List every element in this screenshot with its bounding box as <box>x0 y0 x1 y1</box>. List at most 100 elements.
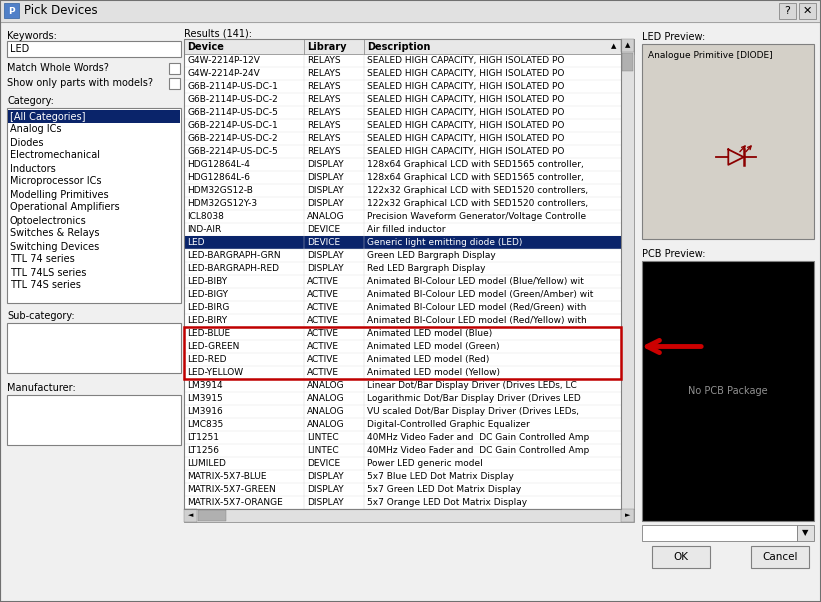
Text: MATRIX-5X7-ORANGE: MATRIX-5X7-ORANGE <box>187 498 282 507</box>
Text: Manufacturer:: Manufacturer: <box>7 383 76 393</box>
Text: Pick Devices: Pick Devices <box>24 4 98 17</box>
Text: G6B-2114P-US-DC-5: G6B-2114P-US-DC-5 <box>187 108 277 117</box>
Text: DISPLAY: DISPLAY <box>307 199 344 208</box>
Bar <box>184 54 621 509</box>
Text: Animated BI-Colour LED model (Blue/Yellow) wit: Animated BI-Colour LED model (Blue/Yello… <box>367 277 584 286</box>
Text: SEALED HIGH CAPACITY, HIGH ISOLATED PO: SEALED HIGH CAPACITY, HIGH ISOLATED PO <box>367 108 564 117</box>
Bar <box>184 39 634 54</box>
Text: Analog ICs: Analog ICs <box>10 125 62 134</box>
Bar <box>184 509 634 522</box>
Text: RELAYS: RELAYS <box>307 56 341 65</box>
Text: ANALOG: ANALOG <box>307 381 345 390</box>
Text: Animated LED model (Yellow): Animated LED model (Yellow) <box>367 368 500 377</box>
Text: ACTIVE: ACTIVE <box>307 329 339 338</box>
Text: RELAYS: RELAYS <box>307 108 341 117</box>
Text: Red LED Bargraph Display: Red LED Bargraph Display <box>367 264 485 273</box>
Text: RELAYS: RELAYS <box>307 147 341 156</box>
Text: SEALED HIGH CAPACITY, HIGH ISOLATED PO: SEALED HIGH CAPACITY, HIGH ISOLATED PO <box>367 82 564 91</box>
Text: Inductors: Inductors <box>10 164 56 173</box>
Text: Electromechanical: Electromechanical <box>10 150 100 161</box>
Text: 5x7 Green LED Dot Matrix Display: 5x7 Green LED Dot Matrix Display <box>367 485 521 494</box>
Text: HDM32GS12Y-3: HDM32GS12Y-3 <box>187 199 257 208</box>
Text: Switches & Relays: Switches & Relays <box>10 229 99 238</box>
Text: Animated BI-Colour LED model (Green/Amber) wit: Animated BI-Colour LED model (Green/Ambe… <box>367 290 594 299</box>
Bar <box>642 44 814 239</box>
Text: Digital-Controlled Graphic Equalizer: Digital-Controlled Graphic Equalizer <box>367 420 530 429</box>
Bar <box>779 3 796 19</box>
Bar <box>184 39 621 509</box>
Text: RELAYS: RELAYS <box>307 69 341 78</box>
Text: Green LED Bargraph Display: Green LED Bargraph Display <box>367 251 496 260</box>
Text: Modelling Primitives: Modelling Primitives <box>10 190 108 199</box>
Text: ►: ► <box>625 512 631 518</box>
Bar <box>621 39 634 52</box>
Bar <box>184 327 621 379</box>
Text: LINTEC: LINTEC <box>307 433 338 442</box>
Text: DEVICE: DEVICE <box>307 459 340 468</box>
Text: Animated LED model (Blue): Animated LED model (Blue) <box>367 329 493 338</box>
Bar <box>7 108 181 303</box>
Text: MATRIX-5X7-BLUE: MATRIX-5X7-BLUE <box>187 472 267 481</box>
Text: [All Categories]: [All Categories] <box>10 111 85 122</box>
Text: Animated LED model (Green): Animated LED model (Green) <box>367 342 500 351</box>
Text: SEALED HIGH CAPACITY, HIGH ISOLATED PO: SEALED HIGH CAPACITY, HIGH ISOLATED PO <box>367 147 564 156</box>
Text: Match Whole Words?: Match Whole Words? <box>7 63 109 73</box>
Text: G6B-2114P-US-DC-1: G6B-2114P-US-DC-1 <box>187 82 277 91</box>
Text: VU scaled Dot/Bar Display Driver (Drives LEDs,: VU scaled Dot/Bar Display Driver (Drives… <box>367 407 579 416</box>
Text: SEALED HIGH CAPACITY, HIGH ISOLATED PO: SEALED HIGH CAPACITY, HIGH ISOLATED PO <box>367 95 564 104</box>
Text: Library: Library <box>307 42 346 52</box>
Text: Cancel: Cancel <box>762 552 798 562</box>
Text: 40MHz Video Fader and  DC Gain Controlled Amp: 40MHz Video Fader and DC Gain Controlled… <box>367 446 589 455</box>
Text: OK: OK <box>673 552 689 562</box>
Bar <box>198 510 226 521</box>
Text: ACTIVE: ACTIVE <box>307 316 339 325</box>
Bar <box>7 41 181 57</box>
Text: 122x32 Graphical LCD with SED1520 controllers,: 122x32 Graphical LCD with SED1520 contro… <box>367 186 588 195</box>
Bar <box>751 546 809 568</box>
Bar <box>642 261 814 521</box>
Text: LED-RED: LED-RED <box>187 355 227 364</box>
Text: ▲: ▲ <box>612 43 617 49</box>
Text: LED-YELLOW: LED-YELLOW <box>187 368 243 377</box>
Text: Results (141):: Results (141): <box>184 28 252 38</box>
Text: DISPLAY: DISPLAY <box>307 485 344 494</box>
Text: Operational Amplifiers: Operational Amplifiers <box>10 202 120 213</box>
Text: ACTIVE: ACTIVE <box>307 303 339 312</box>
Bar <box>4 3 19 18</box>
Text: Optoelectronics: Optoelectronics <box>10 216 87 226</box>
Text: ◄: ◄ <box>188 512 193 518</box>
Bar <box>7 323 181 373</box>
Text: IND-AIR: IND-AIR <box>187 225 221 234</box>
Text: DISPLAY: DISPLAY <box>307 186 344 195</box>
Text: RELAYS: RELAYS <box>307 134 341 143</box>
Text: 40MHz Video Fader and  DC Gain Controlled Amp: 40MHz Video Fader and DC Gain Controlled… <box>367 433 589 442</box>
Text: G6B-2214P-US-DC-1: G6B-2214P-US-DC-1 <box>187 121 277 130</box>
Text: G6B-2114P-US-DC-2: G6B-2114P-US-DC-2 <box>187 95 277 104</box>
Text: PCB Preview:: PCB Preview: <box>642 249 705 259</box>
Text: SEALED HIGH CAPACITY, HIGH ISOLATED PO: SEALED HIGH CAPACITY, HIGH ISOLATED PO <box>367 56 564 65</box>
Text: LM3916: LM3916 <box>187 407 222 416</box>
Text: DISPLAY: DISPLAY <box>307 498 344 507</box>
Text: ACTIVE: ACTIVE <box>307 355 339 364</box>
Text: Animated LED model (Red): Animated LED model (Red) <box>367 355 489 364</box>
Text: ACTIVE: ACTIVE <box>307 277 339 286</box>
Bar <box>799 3 816 19</box>
Text: HDG12864L-6: HDG12864L-6 <box>187 173 250 182</box>
Text: DEVICE: DEVICE <box>307 225 340 234</box>
Text: ✕: ✕ <box>803 6 812 16</box>
Text: 5x7 Blue LED Dot Matrix Display: 5x7 Blue LED Dot Matrix Display <box>367 472 514 481</box>
Text: LED: LED <box>187 238 204 247</box>
Text: LED: LED <box>10 44 30 54</box>
Text: Air filled inductor: Air filled inductor <box>367 225 446 234</box>
Text: Category:: Category: <box>7 96 54 106</box>
Text: Precision Waveform Generator/Voltage Controlle: Precision Waveform Generator/Voltage Con… <box>367 212 586 221</box>
Bar <box>0 0 821 22</box>
Text: Switching Devices: Switching Devices <box>10 241 99 252</box>
Bar <box>184 236 621 249</box>
Text: Power LED generic model: Power LED generic model <box>367 459 483 468</box>
Bar <box>8 110 180 123</box>
Text: Analogue Primitive [DIODE]: Analogue Primitive [DIODE] <box>648 51 773 60</box>
Text: LUMILED: LUMILED <box>187 459 226 468</box>
Text: MATRIX-5X7-GREEN: MATRIX-5X7-GREEN <box>187 485 276 494</box>
Text: HDG12864L-4: HDG12864L-4 <box>187 160 250 169</box>
